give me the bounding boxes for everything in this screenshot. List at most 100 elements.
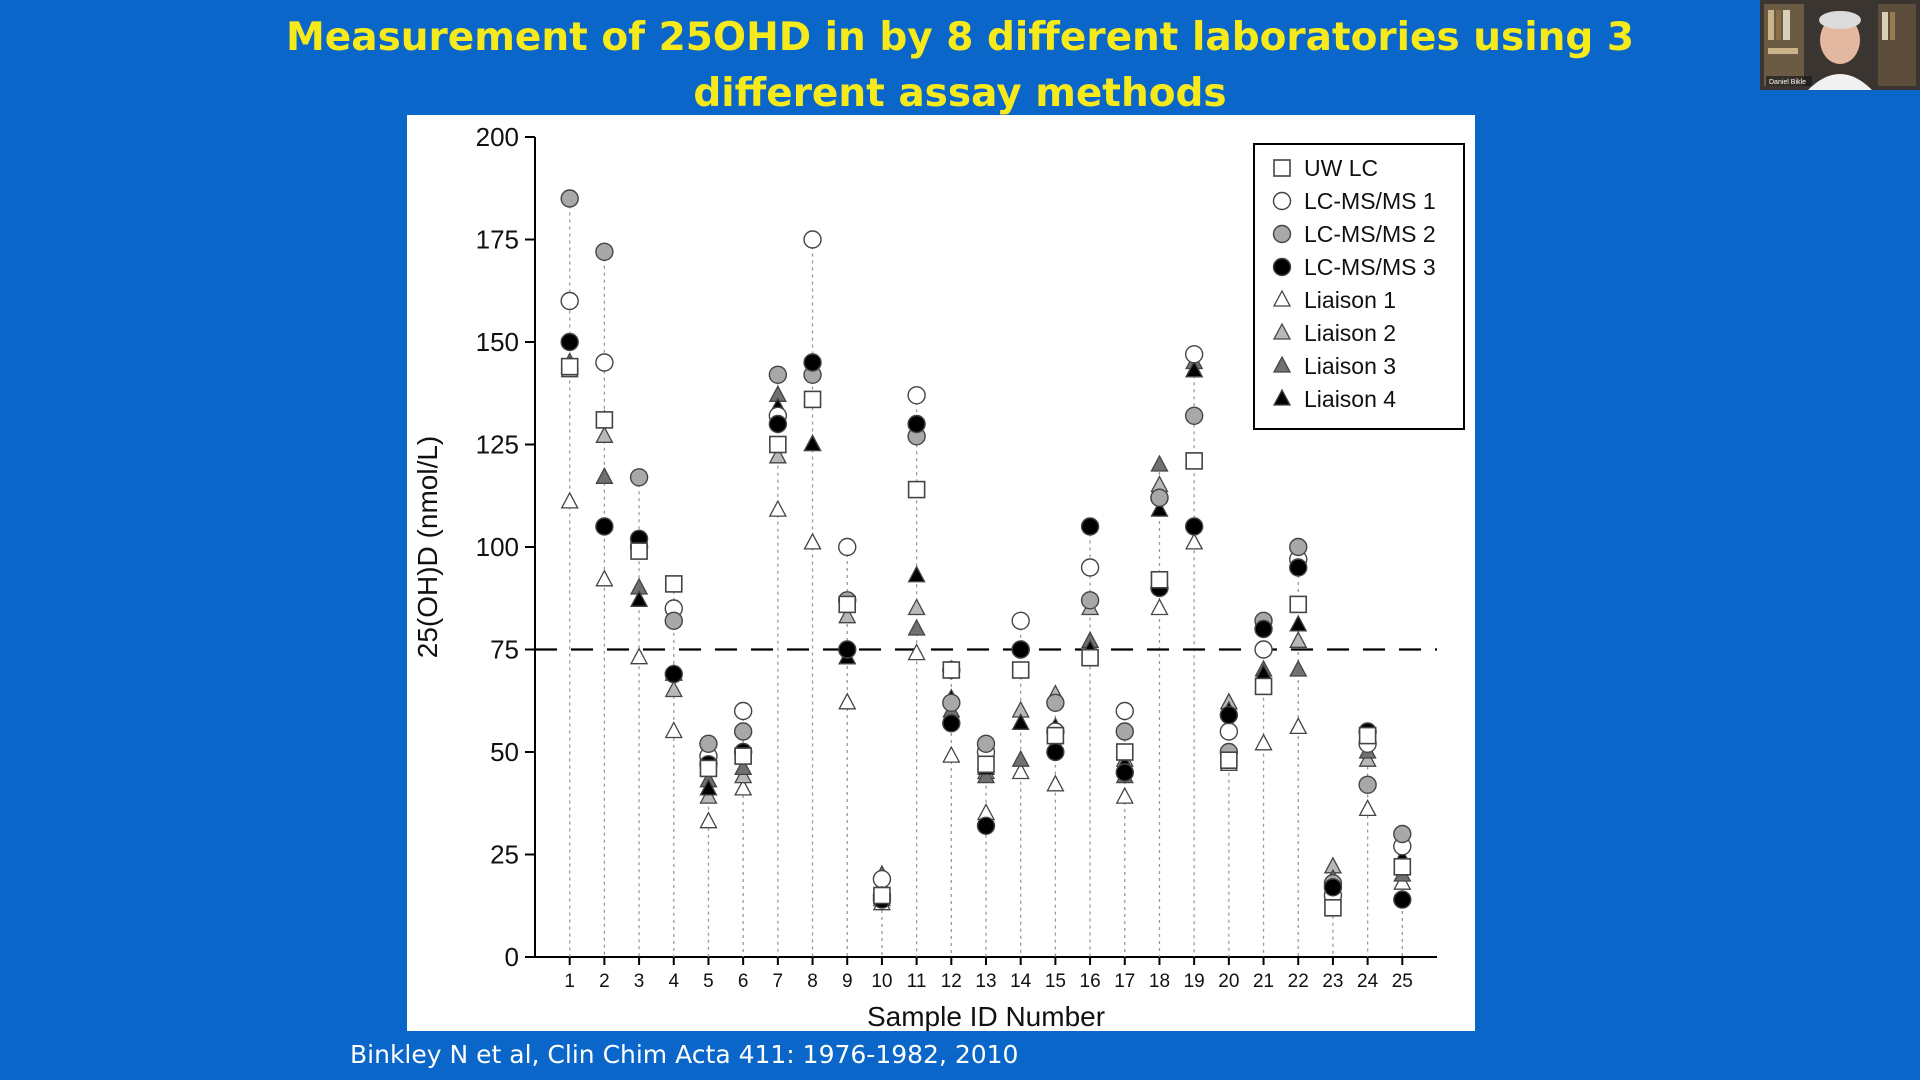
point-liaison-4: [629, 589, 649, 607]
point-lc-ms-ms-1: [872, 869, 892, 889]
point-liaison-3: [734, 758, 753, 776]
point-liaison-4: [803, 434, 822, 452]
legend-label-lc-ms-ms-2: LC-MS/MS 2: [1304, 221, 1436, 247]
point-uw-lc: [1081, 648, 1099, 667]
point-lc-ms-ms-2: [1289, 537, 1308, 557]
point-lc-ms-ms-3: [838, 640, 857, 659]
point-liaison-2: [699, 786, 718, 804]
point-uw-lc: [1115, 743, 1134, 761]
point-lc-ms-ms-3: [1080, 517, 1100, 536]
legend-label-liaison-1: Liaison 1: [1304, 287, 1396, 313]
y-tick-label: 0: [505, 942, 519, 972]
x-tick-label: 24: [1357, 971, 1379, 992]
point-liaison-1: [1358, 799, 1377, 817]
point-lc-ms-ms-3: [1011, 640, 1030, 659]
point-liaison-4: [699, 778, 718, 796]
point-lc-ms-ms-3: [1254, 619, 1273, 639]
legend-label-uw-lc: UW LC: [1304, 155, 1378, 181]
point-lc-ms-ms-1: [595, 353, 614, 372]
point-uw-lc: [1324, 898, 1342, 917]
x-tick-label: 22: [1288, 971, 1309, 992]
x-tick-label: 9: [842, 971, 853, 992]
y-tick-label: 125: [476, 430, 519, 460]
point-uw-lc: [803, 390, 822, 409]
point-lc-ms-ms-1: [1011, 611, 1030, 630]
point-lc-ms-ms-2: [768, 365, 788, 384]
point-uw-lc: [907, 480, 926, 499]
point-liaison-1: [1046, 774, 1065, 792]
point-liaison-1: [1254, 733, 1273, 751]
point-uw-lc: [1254, 677, 1273, 696]
y-tick-label: 50: [490, 737, 519, 767]
point-lc-ms-ms-3: [560, 332, 579, 352]
point-lc-ms-ms-3: [1289, 558, 1308, 577]
point-liaison-3: [1289, 659, 1308, 677]
point-lc-ms-ms-2: [595, 242, 614, 262]
point-liaison-1: [595, 569, 614, 587]
legend-label-liaison-4: Liaison 4: [1304, 386, 1396, 412]
point-liaison-1: [734, 778, 753, 796]
point-lc-ms-ms-3: [1046, 742, 1065, 762]
x-tick-label: 14: [1010, 971, 1032, 992]
point-lc-ms-ms-3: [942, 714, 961, 733]
legend-marker-liaison-3: [1272, 355, 1292, 373]
x-tick-label: 23: [1322, 971, 1343, 992]
point-uw-lc: [838, 595, 857, 614]
legend-marker-liaison-1: [1272, 289, 1292, 307]
point-liaison-1: [699, 811, 718, 829]
point-uw-lc: [1011, 661, 1030, 679]
point-uw-lc: [977, 755, 995, 774]
point-uw-lc: [1289, 595, 1308, 614]
chart-panel: 0 25 50 75 100 125 150 175 200 1 2 3 4 5 6 7 8 9 10 11 12 13 1…: [407, 115, 1475, 1031]
point-uw-lc: [1358, 726, 1377, 745]
point-uw-lc: [769, 435, 787, 454]
legend-marker-lc-ms-ms-2: [1272, 224, 1292, 244]
point-lc-ms-ms-2: [733, 722, 753, 741]
point-lc-ms-ms-2: [942, 693, 961, 712]
point-lc-ms-ms-2: [629, 468, 649, 487]
point-lc-ms-ms-3: [1184, 517, 1204, 536]
x-tick-label: 16: [1080, 971, 1101, 992]
point-uw-lc: [595, 411, 614, 429]
y-tick-label: 25: [490, 840, 519, 870]
x-tick-label: 18: [1149, 971, 1170, 992]
point-liaison-1: [768, 499, 787, 517]
legend-marker-liaison-2: [1272, 322, 1292, 340]
point-uw-lc: [873, 886, 891, 905]
point-uw-lc: [942, 661, 961, 679]
point-liaison-2: [1358, 749, 1377, 767]
point-liaison-1: [907, 643, 926, 661]
point-lc-ms-ms-2: [1046, 693, 1065, 712]
point-liaison-2: [768, 446, 787, 464]
point-lc-ms-ms-3: [768, 414, 788, 434]
point-liaison-2: [734, 766, 753, 784]
point-liaison-4: [1289, 614, 1308, 632]
slide-title: Measurement of 25OHD in by 8 different l…: [286, 15, 1634, 116]
point-lc-ms-ms-1: [1219, 722, 1239, 741]
point-lc-ms-ms-1: [1184, 345, 1204, 364]
x-tick-label: 4: [668, 971, 679, 992]
point-lc-ms-ms-1: [1080, 558, 1100, 577]
legend-marker-uw-lc: [1273, 159, 1291, 177]
point-liaison-3: [907, 618, 926, 636]
y-tick-label: 150: [476, 327, 519, 357]
point-liaison-1: [560, 491, 579, 509]
point-lc-ms-ms-1: [907, 386, 926, 405]
legend-marker-liaison-4: [1272, 388, 1292, 406]
point-lc-ms-ms-2: [664, 611, 683, 630]
point-lc-ms-ms-3: [664, 664, 683, 684]
x-tick-label: 3: [634, 971, 645, 992]
point-liaison-2: [664, 680, 683, 698]
presenter-video: Daniel Bikle: [1760, 0, 1920, 90]
point-uw-lc: [664, 575, 683, 593]
point-uw-lc: [699, 759, 718, 778]
x-tick-label: 20: [1218, 971, 1239, 992]
y-tick-label: 75: [490, 635, 519, 665]
point-liaison-3: [1011, 749, 1030, 767]
y-tick-label: 100: [476, 532, 519, 562]
point-liaison-3: [1150, 454, 1169, 472]
point-liaison-3: [976, 766, 996, 784]
x-tick-label: 5: [703, 971, 714, 992]
point-lc-ms-ms-2: [560, 189, 579, 208]
